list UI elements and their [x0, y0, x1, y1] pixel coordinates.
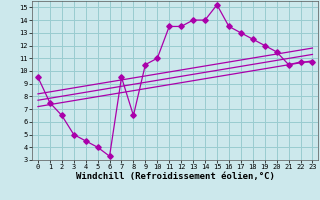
X-axis label: Windchill (Refroidissement éolien,°C): Windchill (Refroidissement éolien,°C) — [76, 172, 275, 181]
